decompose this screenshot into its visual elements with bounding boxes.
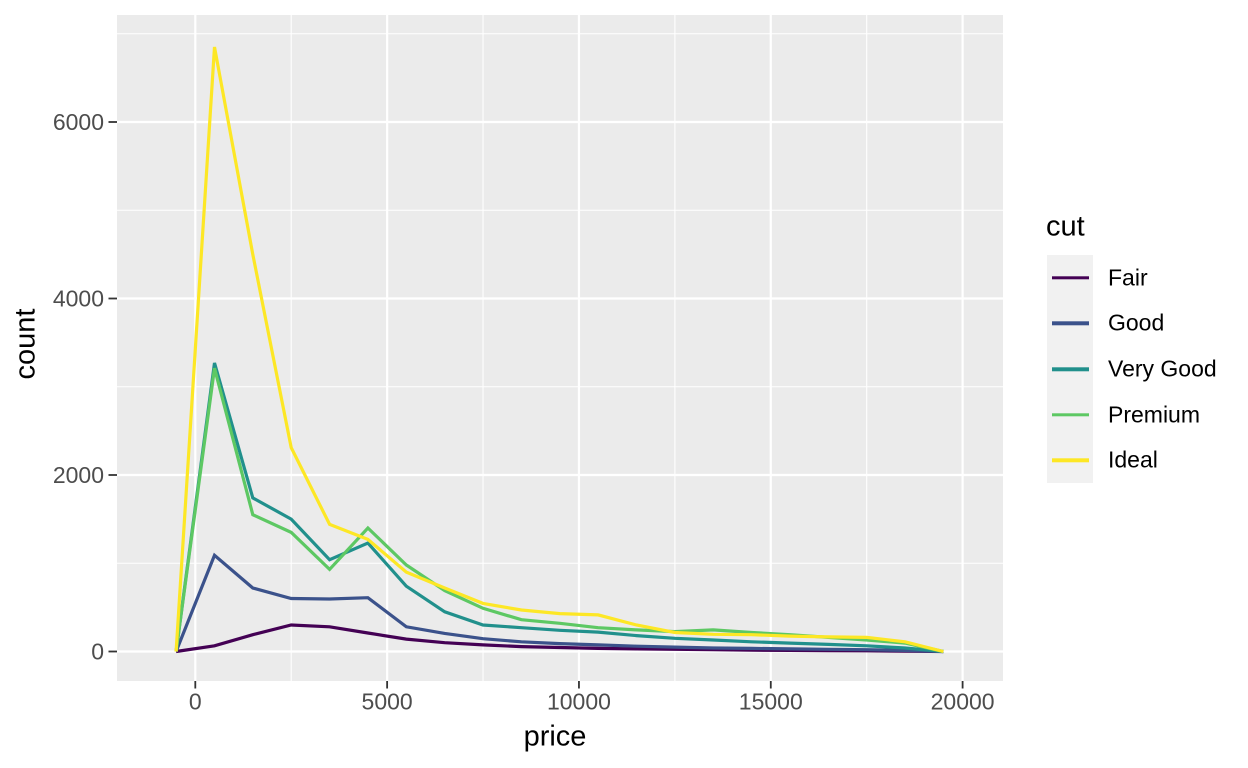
series-line-very-good — [174, 362, 944, 654]
very-good-line-swatch-icon — [1051, 367, 1089, 371]
premium-line-swatch-icon — [1051, 413, 1089, 417]
legend-label: Premium — [1108, 401, 1201, 428]
legend-label: Fair — [1108, 264, 1148, 291]
x-axis-title: price — [523, 720, 587, 753]
legend-key — [1047, 255, 1093, 301]
series-line-good — [174, 552, 944, 654]
legend-label: Ideal — [1108, 446, 1158, 473]
legend-label: Very Good — [1108, 355, 1217, 382]
ideal-line-swatch-icon — [1051, 458, 1089, 463]
y-tick-label: 0 — [91, 639, 104, 665]
fair-line-swatch-icon — [1051, 276, 1089, 280]
x-tick-label: 15000 — [739, 689, 803, 715]
good-line-swatch-icon — [1051, 321, 1089, 326]
y-tick-label: 6000 — [53, 109, 104, 135]
x-tick-label: 20000 — [931, 689, 995, 715]
legend-title: cut — [1046, 210, 1085, 243]
x-tick-label: 5000 — [362, 689, 413, 715]
y-tick-label: 2000 — [53, 462, 104, 488]
legend-label: Good — [1108, 309, 1165, 336]
legend-key — [1047, 391, 1093, 438]
legend-key — [1047, 300, 1093, 347]
x-tick-label: 0 — [189, 689, 202, 715]
legend-key — [1047, 437, 1093, 484]
plot-panel — [117, 15, 1003, 681]
y-axis-title: count — [9, 308, 42, 380]
y-tick-label: 4000 — [53, 286, 104, 312]
legend-key — [1047, 346, 1093, 392]
x-tick-label: 10000 — [547, 689, 611, 715]
series-line-ideal — [174, 46, 944, 654]
